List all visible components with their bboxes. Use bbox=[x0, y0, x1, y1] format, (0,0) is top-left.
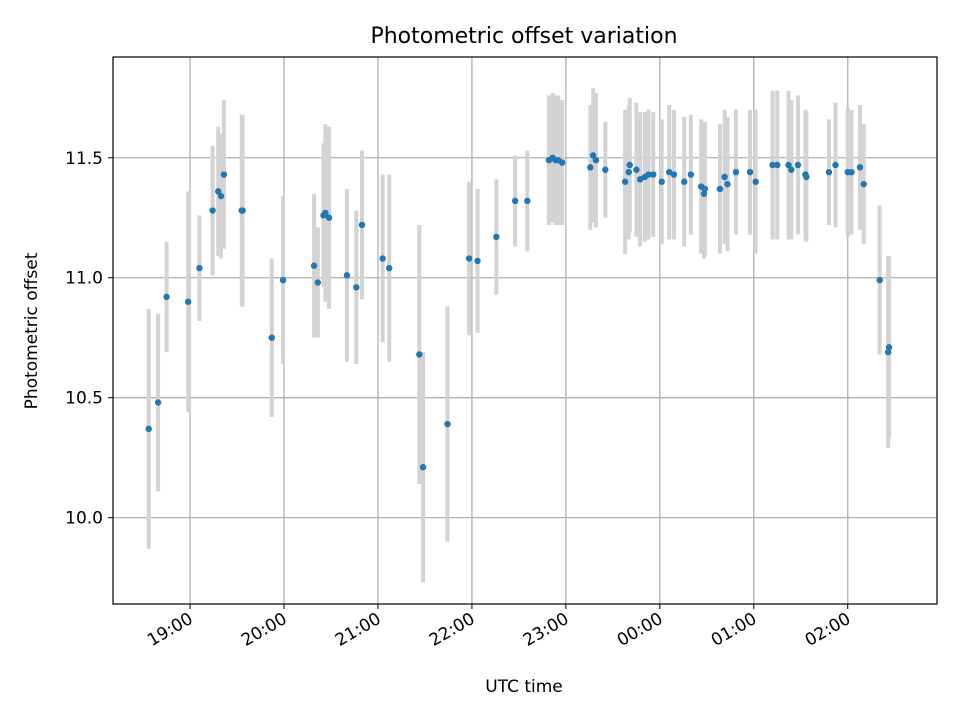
y-tick-label: 11.5 bbox=[65, 149, 103, 169]
data-point bbox=[444, 420, 451, 428]
data-point bbox=[322, 209, 329, 217]
data-point bbox=[687, 171, 695, 178]
grid-lines bbox=[113, 57, 937, 604]
data-point bbox=[524, 197, 531, 205]
data-point bbox=[884, 348, 892, 356]
data-point bbox=[774, 161, 781, 169]
x-tick-label: 00:00 bbox=[614, 609, 666, 651]
x-axis-ticks: 19:00 20:00 21:00 22:00 23:00 00:00 01:00 02:00 bbox=[144, 604, 854, 651]
x-axis-label: UTC time bbox=[485, 677, 563, 697]
x-tick-label: 22:00 bbox=[426, 609, 478, 651]
data-point bbox=[785, 161, 792, 169]
x-tick-label: 20:00 bbox=[238, 609, 290, 651]
data-point bbox=[670, 171, 678, 178]
data-point bbox=[163, 293, 170, 301]
data-point bbox=[716, 185, 724, 193]
data-point bbox=[732, 168, 740, 176]
data-point bbox=[419, 464, 427, 471]
x-tick-label: 01:00 bbox=[708, 609, 760, 651]
x-tick-label: 23:00 bbox=[520, 609, 572, 651]
data-point bbox=[658, 178, 665, 185]
data-point bbox=[474, 257, 481, 265]
data-point bbox=[558, 159, 566, 166]
data-point bbox=[589, 152, 597, 159]
data-point bbox=[416, 351, 423, 358]
data-point bbox=[343, 272, 351, 279]
y-tick-label: 10.0 bbox=[65, 509, 103, 529]
data-point bbox=[268, 334, 275, 341]
data-point bbox=[788, 166, 795, 173]
data-point bbox=[314, 279, 322, 286]
data-point bbox=[876, 276, 883, 284]
data-point bbox=[154, 399, 162, 406]
data-point bbox=[353, 284, 360, 291]
data-point bbox=[602, 166, 609, 173]
data-points bbox=[145, 152, 893, 471]
data-point bbox=[724, 180, 731, 188]
data-point bbox=[625, 168, 633, 176]
data-point bbox=[681, 178, 688, 185]
data-point bbox=[592, 156, 600, 164]
data-point bbox=[379, 255, 386, 262]
data-point bbox=[209, 207, 216, 214]
data-point bbox=[701, 185, 709, 193]
data-point bbox=[196, 264, 203, 272]
data-point bbox=[752, 178, 759, 185]
y-tick-label: 11.0 bbox=[65, 269, 103, 289]
data-point bbox=[511, 197, 519, 205]
data-point bbox=[587, 164, 594, 171]
chart-title: Photometric offset variation bbox=[370, 24, 677, 49]
x-tick-label: 21:00 bbox=[332, 609, 384, 651]
data-point bbox=[325, 214, 333, 221]
data-point bbox=[700, 190, 708, 197]
data-point bbox=[746, 168, 754, 176]
data-point bbox=[279, 276, 287, 284]
data-point bbox=[832, 161, 839, 169]
data-point bbox=[794, 161, 802, 169]
data-point bbox=[493, 233, 500, 241]
y-tick-label: 10.5 bbox=[65, 389, 103, 409]
data-point bbox=[145, 425, 152, 433]
data-point bbox=[310, 262, 318, 269]
data-point bbox=[721, 173, 728, 181]
data-point bbox=[645, 171, 652, 178]
data-point bbox=[220, 171, 228, 178]
data-point bbox=[621, 178, 629, 185]
x-tick-label: 19:00 bbox=[144, 609, 196, 651]
data-point bbox=[465, 255, 473, 262]
data-point bbox=[885, 344, 893, 351]
y-axis-ticks: 10.0 10.5 11.0 11.5 bbox=[65, 149, 113, 529]
data-point bbox=[217, 192, 225, 200]
data-point bbox=[358, 221, 366, 229]
plot-frame bbox=[112, 56, 938, 605]
data-point bbox=[769, 161, 776, 169]
data-point bbox=[386, 264, 393, 272]
data-point bbox=[803, 173, 810, 181]
data-point bbox=[848, 168, 855, 176]
data-point bbox=[633, 166, 640, 173]
data-point bbox=[856, 164, 864, 171]
data-point bbox=[239, 207, 246, 214]
x-tick-label: 02:00 bbox=[802, 609, 854, 651]
data-point bbox=[215, 188, 222, 195]
data-point bbox=[184, 298, 192, 305]
data-point bbox=[860, 180, 867, 188]
data-point bbox=[650, 171, 657, 178]
data-point bbox=[626, 161, 633, 169]
data-point bbox=[825, 168, 833, 176]
y-axis-label: Photometric offset bbox=[22, 252, 42, 409]
